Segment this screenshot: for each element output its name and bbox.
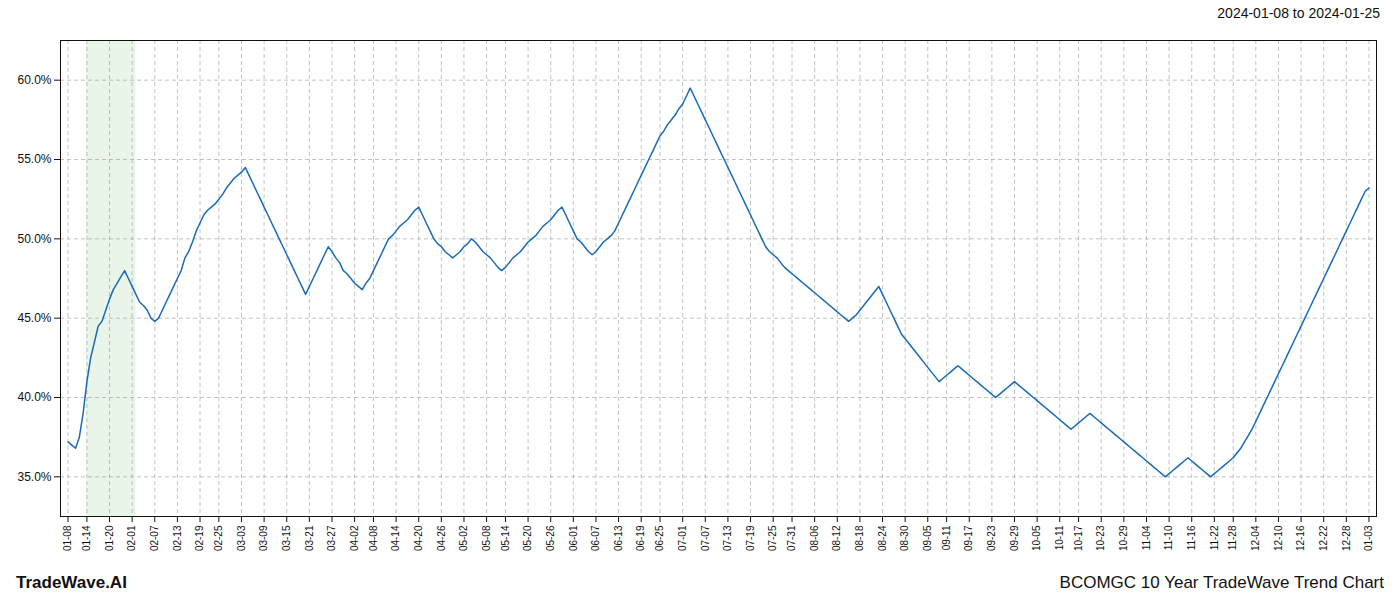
- svg-text:03-21: 03-21: [304, 525, 315, 551]
- svg-text:02-07: 02-07: [149, 525, 160, 551]
- svg-text:04-08: 04-08: [368, 525, 379, 551]
- svg-text:06-07: 06-07: [590, 525, 601, 551]
- svg-text:01-20: 01-20: [104, 525, 115, 551]
- svg-text:12-16: 12-16: [1295, 525, 1306, 551]
- svg-text:09-11: 09-11: [941, 525, 952, 550]
- html-text:TradeWave.AI: TradeWave.AI: [16, 573, 127, 592]
- svg-text:04-02: 04-02: [349, 525, 360, 551]
- svg-text:60.0%: 60.0%: [17, 73, 51, 87]
- svg-text:08-24: 08-24: [877, 525, 888, 551]
- svg-text:04-26: 04-26: [436, 525, 447, 551]
- svg-text:02-25: 02-25: [213, 525, 224, 551]
- svg-text:06-01: 06-01: [568, 525, 579, 551]
- svg-text:11-04: 11-04: [1141, 525, 1152, 550]
- svg-text:08-06: 08-06: [809, 525, 820, 551]
- svg-text:12-28: 12-28: [1341, 525, 1352, 551]
- svg-text:07-25: 07-25: [767, 525, 778, 551]
- svg-text:06-25: 06-25: [654, 525, 665, 551]
- svg-text:02-13: 02-13: [172, 525, 183, 551]
- svg-text:02-19: 02-19: [194, 525, 205, 551]
- svg-text:03-27: 03-27: [326, 525, 337, 551]
- html-text:BCOMGC 10 Year TradeWave Trend: BCOMGC 10 Year TradeWave Trend Chart: [1059, 573, 1384, 592]
- svg-text:01-08: 01-08: [62, 525, 73, 551]
- svg-text:10-17: 10-17: [1073, 525, 1084, 551]
- svg-text:05-26: 05-26: [545, 525, 556, 551]
- svg-text:06-19: 06-19: [635, 525, 646, 551]
- svg-text:07-07: 07-07: [700, 525, 711, 551]
- svg-text:06-13: 06-13: [613, 525, 624, 551]
- svg-text:08-18: 08-18: [854, 525, 865, 551]
- svg-text:08-12: 08-12: [831, 525, 842, 551]
- svg-text:11-28: 11-28: [1227, 525, 1238, 550]
- svg-text:11-16: 11-16: [1186, 525, 1197, 550]
- html-text:2024-01-08 to 2024-01-25: 2024-01-08 to 2024-01-25: [1217, 5, 1380, 21]
- svg-text:09-23: 09-23: [986, 525, 997, 551]
- svg-text:03-15: 03-15: [281, 525, 292, 551]
- svg-text:01-03: 01-03: [1363, 525, 1374, 551]
- svg-text:10-23: 10-23: [1095, 525, 1106, 551]
- svg-text:05-02: 05-02: [458, 525, 469, 551]
- svg-text:10-11: 10-11: [1054, 525, 1065, 550]
- svg-text:35.0%: 35.0%: [17, 470, 51, 484]
- svg-text:12-10: 12-10: [1273, 525, 1284, 551]
- svg-text:01-14: 01-14: [81, 525, 92, 551]
- svg-text:09-17: 09-17: [963, 525, 974, 551]
- svg-text:55.0%: 55.0%: [17, 152, 51, 166]
- svg-text:05-14: 05-14: [500, 525, 511, 551]
- svg-text:10-05: 10-05: [1031, 525, 1042, 551]
- svg-text:12-04: 12-04: [1250, 525, 1261, 551]
- svg-text:03-03: 03-03: [236, 525, 247, 551]
- svg-text:02-01: 02-01: [126, 525, 137, 551]
- svg-text:07-31: 07-31: [786, 525, 797, 551]
- svg-text:09-05: 09-05: [922, 525, 933, 551]
- svg-text:11-22: 11-22: [1209, 525, 1220, 550]
- svg-text:07-13: 07-13: [722, 525, 733, 551]
- svg-text:04-20: 04-20: [413, 525, 424, 551]
- svg-text:10-29: 10-29: [1118, 525, 1129, 551]
- svg-text:04-14: 04-14: [390, 525, 401, 551]
- svg-text:03-09: 03-09: [258, 525, 269, 551]
- svg-text:11-10: 11-10: [1163, 525, 1174, 550]
- svg-text:40.0%: 40.0%: [17, 390, 51, 404]
- svg-text:07-01: 07-01: [677, 525, 688, 551]
- svg-text:08-30: 08-30: [899, 525, 910, 551]
- svg-text:07-19: 07-19: [745, 525, 756, 551]
- svg-text:05-08: 05-08: [481, 525, 492, 551]
- svg-text:12-22: 12-22: [1318, 525, 1329, 551]
- svg-text:05-20: 05-20: [522, 525, 533, 551]
- svg-text:09-29: 09-29: [1009, 525, 1020, 551]
- svg-text:45.0%: 45.0%: [17, 311, 51, 325]
- svg-text:50.0%: 50.0%: [17, 232, 51, 246]
